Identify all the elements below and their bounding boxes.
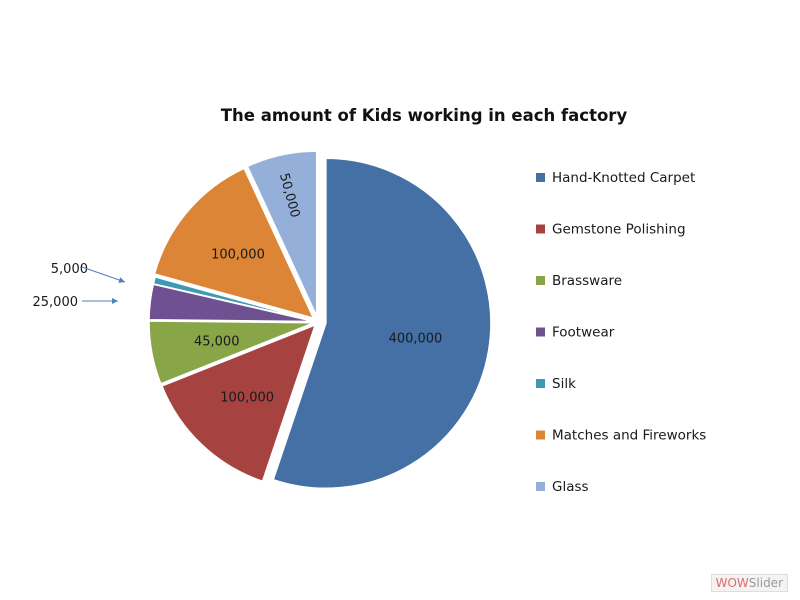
pie-slice-brassware bbox=[148, 320, 315, 385]
legend-label-brassware: Brassware bbox=[552, 273, 622, 289]
legend-swatch-footwear bbox=[536, 327, 545, 337]
legend-label-footwear: Footwear bbox=[552, 325, 615, 341]
slice-label-silk: 5,000 bbox=[51, 262, 88, 277]
leader-arrow-footwear bbox=[112, 298, 118, 304]
legend-swatch-hand-knotted-carpet bbox=[536, 173, 545, 182]
slice-label-matches-and-fireworks: 100,000 bbox=[211, 248, 265, 263]
legend-swatch-brassware bbox=[536, 276, 545, 285]
watermark-logo: WOWSlider bbox=[710, 574, 788, 592]
chart-title: The amount of Kids working in each facto… bbox=[220, 106, 628, 125]
slice-label-brassware: 45,000 bbox=[194, 334, 240, 349]
legend-swatch-glass bbox=[536, 482, 545, 491]
pie-slice-silk bbox=[152, 275, 315, 322]
legend-label-glass: Glass bbox=[552, 479, 589, 495]
legend-label-hand-knotted-carpet: Hand-Knotted Carpet bbox=[552, 170, 695, 186]
pie-slice-hand-knotted-carpet bbox=[272, 157, 492, 490]
pie-slice-gemstone-polishing bbox=[160, 323, 317, 483]
legend: Hand-Knotted Carpet Gemstone Polishing Bra… bbox=[536, 170, 706, 495]
pie-slice-glass bbox=[246, 150, 318, 317]
legend-swatch-gemstone-polishing bbox=[536, 224, 545, 234]
legend-swatch-silk bbox=[536, 379, 545, 388]
leader-arrow-silk bbox=[118, 277, 125, 283]
pie-slices bbox=[148, 150, 492, 490]
legend-label-gemstone-polishing: Gemstone Polishing bbox=[552, 222, 686, 238]
legend-label-matches-and-fireworks: Matches and Fireworks bbox=[552, 428, 706, 444]
slice-label-gemstone-polishing: 100,000 bbox=[220, 390, 274, 405]
pie-slice-matches-and-fireworks bbox=[153, 167, 315, 320]
slice-label-hand-knotted-carpet: 400,000 bbox=[389, 331, 443, 346]
leader-line-silk bbox=[81, 266, 126, 283]
legend-swatch-matches-and-fireworks bbox=[536, 430, 545, 440]
slice-label-footwear: 25,000 bbox=[33, 295, 79, 310]
legend-label-silk: Silk bbox=[552, 376, 576, 392]
